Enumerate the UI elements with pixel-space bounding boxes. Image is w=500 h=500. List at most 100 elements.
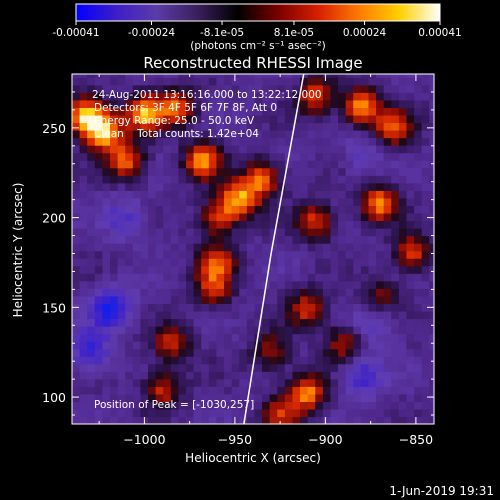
heatmap-cell: [406, 190, 415, 199]
heatmap-cell: [353, 416, 362, 424]
heatmap-cell: [148, 107, 157, 116]
heatmap-cell: [269, 99, 278, 108]
heatmap-cell: [193, 348, 202, 357]
heatmap-cell: [269, 220, 278, 229]
heatmap-cell: [254, 310, 263, 320]
heatmap-cell: [383, 341, 392, 350]
heatmap-cell: [322, 416, 332, 424]
heatmap-cell: [360, 288, 370, 297]
heatmap-cell: [148, 77, 157, 86]
heatmap-cell: [254, 363, 263, 372]
heatmap-cell: [170, 280, 180, 289]
heatmap-cell: [262, 265, 271, 274]
heatmap-cell: [117, 280, 126, 289]
heatmap-cell: [148, 130, 157, 139]
heatmap-cell: [398, 197, 408, 206]
heatmap-cell: [368, 130, 377, 139]
heatmap-cell: [330, 220, 339, 229]
heatmap-cell: [170, 99, 180, 108]
heatmap-cell: [87, 122, 96, 131]
heatmap-cell: [102, 371, 111, 380]
heatmap-cell: [102, 318, 111, 327]
heatmap-cell: [338, 99, 347, 108]
heatmap-cell: [383, 92, 392, 101]
heatmap-cell: [277, 99, 286, 108]
heatmap-cell: [398, 77, 408, 86]
heatmap-cell: [391, 137, 400, 146]
heatmap-cell: [132, 243, 142, 252]
heatmap-cell: [201, 160, 210, 169]
heatmap-cell: [178, 371, 187, 380]
heatmap-cell: [353, 310, 362, 320]
heatmap-cell: [307, 137, 316, 146]
heatmap-cell: [102, 84, 111, 93]
heatmap-cell: [429, 280, 434, 289]
heatmap-cell: [376, 408, 385, 418]
heatmap-cell: [246, 243, 256, 252]
heatmap-cell: [163, 122, 172, 131]
heatmap-cell: [216, 408, 225, 418]
heatmap-cell: [292, 122, 301, 131]
heatmap-cell: [345, 137, 354, 146]
heatmap-cell: [193, 130, 202, 139]
heatmap-cell: [132, 212, 142, 222]
heatmap-cell: [421, 386, 430, 395]
heatmap-cell: [360, 84, 370, 93]
heatmap-cell: [72, 371, 81, 380]
heatmap-cell: [391, 122, 400, 131]
heatmap-cell: [110, 371, 119, 380]
heatmap-cell: [178, 250, 187, 259]
heatmap-cell: [277, 393, 286, 402]
heatmap-cell: [102, 205, 111, 214]
heatmap-cell: [284, 258, 294, 267]
heatmap-cell: [338, 160, 347, 169]
heatmap-cell: [429, 228, 434, 237]
heatmap-cell: [117, 295, 126, 304]
heatmap-cell: [239, 145, 248, 154]
heatmap-cell: [208, 152, 218, 161]
heatmap-cell: [330, 408, 339, 418]
heatmap-cell: [208, 288, 218, 297]
heatmap-cell: [155, 258, 164, 267]
heatmap-cell: [345, 348, 354, 357]
heatmap-cell: [125, 288, 134, 297]
heatmap-cell: [110, 197, 119, 206]
heatmap-cell: [398, 408, 408, 418]
heatmap-cell: [292, 137, 301, 146]
heatmap-cell: [277, 84, 286, 93]
heatmap-cell: [284, 318, 294, 327]
heatmap-cell: [330, 152, 339, 161]
heatmap-cell: [284, 386, 294, 395]
heatmap-cell: [87, 288, 96, 297]
heatmap-cell: [148, 228, 157, 237]
heatmap-cell: [429, 326, 434, 335]
heatmap-cell: [368, 250, 377, 259]
heatmap-cell: [391, 74, 400, 78]
heatmap-cell: [246, 386, 256, 395]
heatmap-cell: [79, 401, 88, 410]
heatmap-cell: [87, 145, 96, 154]
heatmap-cell: [300, 416, 309, 424]
heatmap-cell: [246, 220, 256, 229]
heatmap-cell: [178, 333, 187, 342]
heatmap-cell: [201, 190, 210, 199]
heatmap-cell: [125, 378, 134, 387]
heatmap-cell: [72, 386, 81, 395]
heatmap-cell: [110, 220, 119, 229]
heatmap-cell: [429, 235, 434, 244]
heatmap-cell: [429, 99, 434, 108]
heatmap-cell: [155, 303, 164, 312]
heatmap-cell: [208, 303, 218, 312]
heatmap-cell: [117, 220, 126, 229]
heatmap-cell: [292, 303, 301, 312]
heatmap-cell: [300, 220, 309, 229]
heatmap-cell: [201, 145, 210, 154]
heatmap-cell: [429, 74, 434, 78]
heatmap-cell: [322, 84, 332, 93]
heatmap-cell: [186, 280, 195, 289]
heatmap-cell: [429, 341, 434, 350]
heatmap-cell: [398, 303, 408, 312]
heatmap-cell: [391, 265, 400, 274]
heatmap-cell: [338, 258, 347, 267]
heatmap-cell: [231, 235, 240, 244]
